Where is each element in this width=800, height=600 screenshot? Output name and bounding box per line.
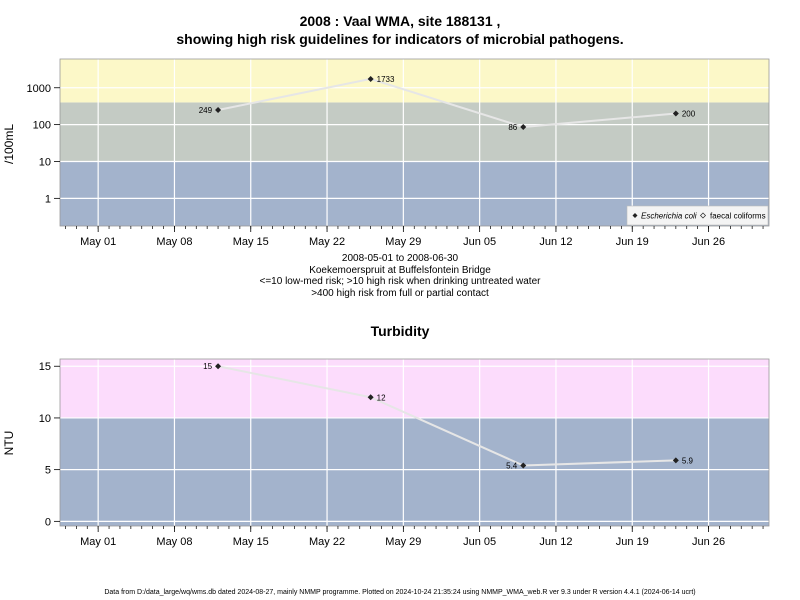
pathogen-x-tick-label: May 15 (233, 236, 269, 248)
turbidity-x-tick-label: Jun 12 (539, 536, 572, 548)
turbidity-y-tick-label: 15 (39, 361, 51, 373)
turbidity-x-tick-label: May 22 (309, 536, 345, 548)
pathogen-y-tick-label: 1000 (27, 83, 51, 95)
legend-label-faecal: faecal coliforms (710, 212, 766, 221)
turbidity-data-point (367, 394, 374, 401)
legend-marker-ecoli (632, 213, 638, 218)
pathogen-y-tick-label: 1 (45, 193, 51, 205)
pathogen-panel: May 01 May 08 May 15 May 22 May 29 Jun 05 Jun … (2, 58, 770, 248)
pathogen-data-point (672, 110, 679, 117)
turbidity-y-tick-label: 5 (45, 465, 51, 477)
pathogen-x-tick-label: May 08 (156, 236, 192, 248)
turbidity-data-point (215, 363, 222, 370)
turbidity-series-line-0 (217, 365, 676, 467)
turbidity-y-tick-label: 10 (39, 413, 51, 425)
pathogen-data-point (367, 75, 374, 82)
chart-title-line2: showing high risk guidelines for indicat… (176, 31, 624, 47)
turbidity-x-tick-label: Jun 05 (463, 536, 496, 548)
turbidity-band-1 (60, 359, 769, 418)
legend-marker-faecal (700, 212, 706, 219)
turbidity-x-tick-label: Jun 26 (692, 536, 725, 548)
turbidity-data-label: 5.4 (506, 462, 518, 471)
legend-box (626, 205, 769, 226)
pathogen-x-tick-label: Jun 19 (616, 236, 649, 248)
pathogen-x-tick-label: Jun 12 (539, 236, 572, 248)
pathogen-series-line-0 (217, 77, 676, 129)
pathogen-band-2 (60, 59, 769, 103)
turbidity-x-tick-label: May 08 (156, 536, 192, 548)
turbidity-title: Turbidity (370, 323, 430, 339)
pathogen-x-tick-label: Jun 05 (463, 236, 496, 248)
turbidity-data-label: 12 (377, 393, 386, 402)
caption-risk-drinking: <=10 low-med risk; >10 high risk when dr… (259, 276, 541, 287)
turbidity-y-tick-label: 0 (45, 516, 51, 528)
pathogen-data-label: 1733 (377, 75, 395, 84)
caption-date-range: 2008-05-01 to 2008-06-30 (341, 253, 459, 264)
turbidity-x-tick-label: May 15 (233, 536, 269, 548)
turbidity-data-label: 5.9 (682, 456, 694, 465)
turbidity-y-axis-label: NTU (2, 431, 16, 456)
footer-note: Data from D:/data_large/wq/wms.db dated … (104, 589, 696, 596)
turbidity-x-tick-label: May 29 (385, 536, 421, 548)
turbidity-panel: May 01 May 08 May 15 May 22 May 29 Jun 05 Jun … (2, 358, 770, 548)
pathogen-data-label: 86 (508, 123, 517, 132)
pathogen-data-label: 249 (199, 106, 213, 115)
turbidity-data-label: 15 (203, 362, 212, 371)
pathogen-y-tick-label: 10 (39, 156, 51, 168)
legend-label-ecoli: Escherichia coli (641, 212, 697, 221)
pathogen-data-point (215, 107, 222, 114)
turbidity-x-tick-label: May 01 (80, 536, 116, 548)
pathogen-band-1 (60, 102, 769, 162)
pathogen-x-tick-label: Jun 26 (692, 236, 725, 248)
pathogen-y-axis-label: /100mL (2, 124, 16, 164)
pathogen-data-label: 200 (682, 110, 696, 119)
turbidity-data-point (672, 457, 679, 464)
pathogen-x-tick-label: May 22 (309, 236, 345, 248)
chart-title-line1: 2008 : Vaal WMA, site 188131 , (299, 13, 501, 29)
pathogen-x-tick-label: May 29 (385, 236, 421, 248)
turbidity-band-0 (60, 417, 769, 526)
pathogen-data-point (520, 124, 527, 131)
pathogen-x-tick-label: May 01 (80, 236, 116, 248)
turbidity-x-tick-label: Jun 19 (616, 536, 649, 548)
turbidity-data-point (520, 462, 527, 469)
pathogen-y-tick-label: 100 (33, 120, 51, 132)
caption-risk-contact: >400 high risk from full or partial cont… (311, 287, 489, 299)
caption-site-name: Koekemoerspruit at Buffelsfontein Bridge (309, 264, 491, 276)
